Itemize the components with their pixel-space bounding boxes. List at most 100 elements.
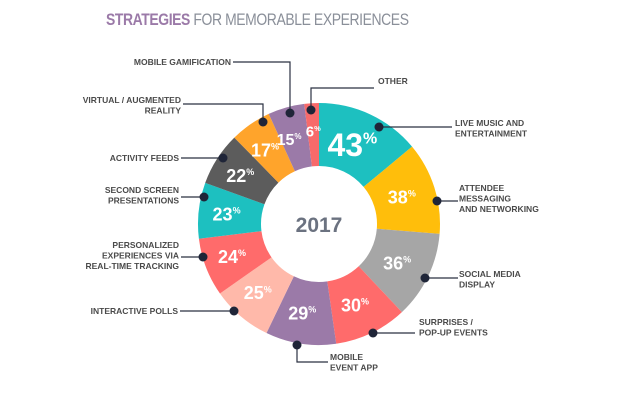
value-unit: % bbox=[314, 124, 321, 133]
label-line: MESSAGING bbox=[459, 194, 511, 204]
title-emphasis: STRATEGIES bbox=[106, 10, 190, 29]
slice-value-label: 29% bbox=[288, 303, 316, 323]
leader-line bbox=[233, 61, 291, 113]
center-year-label: 2017 bbox=[296, 214, 343, 237]
label-line: ATTENDEE bbox=[459, 183, 505, 193]
value-number: 6 bbox=[306, 124, 314, 141]
slice-interactive-polls bbox=[219, 257, 294, 334]
slice-category-label: VIRTUAL / AUGMENTED REALITY bbox=[83, 95, 182, 116]
label-line: SECOND SCREEN bbox=[105, 185, 179, 195]
leader-line bbox=[183, 103, 264, 122]
value-number: 24 bbox=[218, 247, 238, 267]
slice-category-label: SURPRISES / POP-UP EVENTS bbox=[419, 317, 488, 338]
slice-value-label: 43% bbox=[327, 127, 377, 163]
leader-dot bbox=[306, 105, 316, 115]
slice-category-label: ACTIVITY FEEDS bbox=[110, 153, 180, 163]
slice-category-label: SOCIAL MEDIA DISPLAY bbox=[459, 269, 521, 290]
label-line: EXPERIENCES VIA bbox=[102, 251, 179, 261]
slice-mobile-gamification bbox=[268, 103, 312, 172]
callout: MOBILE EVENT APP bbox=[292, 340, 378, 373]
slice-social-media-display bbox=[358, 228, 440, 313]
title-rest: FOR MEMORABLE EXPERIENCES bbox=[193, 10, 409, 29]
label-line: PRESENTATIONS bbox=[108, 196, 179, 206]
slice-value-label: 23% bbox=[213, 204, 241, 224]
slice-category-label: MOBILE GAMIFICATION bbox=[134, 57, 231, 67]
value-number: 17 bbox=[251, 140, 271, 160]
leader-dot bbox=[198, 252, 208, 262]
value-unit: % bbox=[361, 297, 369, 307]
value-unit: % bbox=[308, 305, 316, 315]
label-line: VIRTUAL / AUGMENTED bbox=[83, 95, 181, 105]
slice-attendee-messaging-and-networking bbox=[363, 146, 440, 234]
callout: ATTENDEE MESSAGING AND NETWORKING bbox=[432, 183, 539, 214]
slice-value-label: 6% bbox=[306, 124, 321, 141]
leader-dot bbox=[199, 192, 209, 202]
value-unit: % bbox=[246, 167, 254, 177]
slice-virtual-augmented-reality bbox=[234, 113, 295, 183]
callout: SOCIAL MEDIA DISPLAY bbox=[420, 269, 521, 290]
leader-dot bbox=[292, 340, 302, 350]
value-unit: % bbox=[271, 141, 279, 151]
label-line: SOCIAL MEDIA bbox=[459, 269, 521, 279]
leader-dot bbox=[432, 196, 442, 206]
value-number: 38 bbox=[388, 187, 408, 207]
slice-category-label: OTHER bbox=[378, 76, 408, 86]
leader-dot bbox=[258, 117, 268, 127]
leader-dot bbox=[368, 328, 378, 338]
callout: MOBILE GAMIFICATION bbox=[134, 57, 295, 118]
value-unit: % bbox=[238, 248, 246, 258]
slices: 43%38%36%30%29%25%24%23%22%17%15% 6% bbox=[198, 103, 440, 346]
value-number: 22 bbox=[226, 166, 246, 186]
value-number: 30 bbox=[341, 296, 361, 316]
chart-title: STRATEGIES FOR MEMORABLE EXPERIENCES bbox=[106, 10, 409, 30]
label-line: DISPLAY bbox=[459, 280, 495, 290]
value-number: 15 bbox=[277, 132, 295, 149]
label-line: EVENT APP bbox=[330, 363, 378, 373]
label-line: REAL-TIME TRACKING bbox=[86, 261, 180, 271]
slice-personalized-experiences-via-real-time-tracking bbox=[198, 231, 272, 294]
leader-dot bbox=[285, 108, 295, 118]
leader-dot bbox=[420, 273, 430, 283]
slice-value-label: 36% bbox=[383, 254, 411, 274]
slice-value-label: 30% bbox=[341, 296, 369, 316]
label-line: OTHER bbox=[378, 76, 408, 86]
value-unit: % bbox=[294, 132, 301, 141]
label-line: LIVE MUSIC AND bbox=[455, 118, 524, 128]
leader-line bbox=[310, 87, 374, 110]
callout: ACTIVITY FEEDS bbox=[110, 153, 228, 163]
label-line: ENTERTAINMENT bbox=[455, 129, 528, 139]
label-line: AND NETWORKING bbox=[459, 204, 539, 214]
value-unit: % bbox=[233, 206, 241, 216]
slice-value-label: 22% bbox=[226, 166, 254, 186]
slice-other bbox=[304, 103, 319, 167]
slice-value-label: 17% bbox=[251, 140, 279, 160]
value-unit: % bbox=[363, 131, 377, 148]
label-line: REALITY bbox=[145, 106, 182, 116]
slice-category-label: LIVE MUSIC AND ENTERTAINMENT bbox=[455, 118, 528, 139]
label-line: POP-UP EVENTS bbox=[419, 328, 488, 338]
callout: INTERACTIVE POLLS bbox=[91, 306, 239, 316]
value-number: 36 bbox=[383, 254, 403, 274]
slice-live-music-and-entertainment bbox=[319, 103, 413, 187]
leader-dot bbox=[218, 153, 228, 163]
slice-value-label: 38% bbox=[388, 187, 416, 207]
label-line: MOBILE bbox=[330, 352, 363, 362]
label-line: PERSONALIZED bbox=[112, 240, 179, 250]
slice-surprises-pop-up-events bbox=[327, 266, 402, 344]
label-line: INTERACTIVE POLLS bbox=[91, 306, 179, 316]
value-unit: % bbox=[408, 189, 416, 199]
slice-value-label: 15% bbox=[277, 132, 302, 149]
slice-category-label: INTERACTIVE POLLS bbox=[91, 306, 179, 316]
callout: SECOND SCREEN PRESENTATIONS bbox=[105, 185, 209, 206]
slice-category-label: PERSONALIZED EXPERIENCES VIA REAL-TIME TRA… bbox=[86, 240, 180, 271]
callout: SURPRISES / POP-UP EVENTS bbox=[368, 317, 488, 338]
label-line: MOBILE GAMIFICATION bbox=[134, 57, 231, 67]
value-number: 29 bbox=[288, 303, 308, 323]
slice-value-label: 25% bbox=[244, 283, 272, 303]
slice-category-label: SECOND SCREEN PRESENTATIONS bbox=[105, 185, 179, 206]
slice-second-screen-presentations bbox=[198, 182, 265, 239]
slice-value-label: 24% bbox=[218, 247, 246, 267]
value-unit: % bbox=[264, 284, 272, 294]
callout: OTHER bbox=[306, 76, 408, 115]
